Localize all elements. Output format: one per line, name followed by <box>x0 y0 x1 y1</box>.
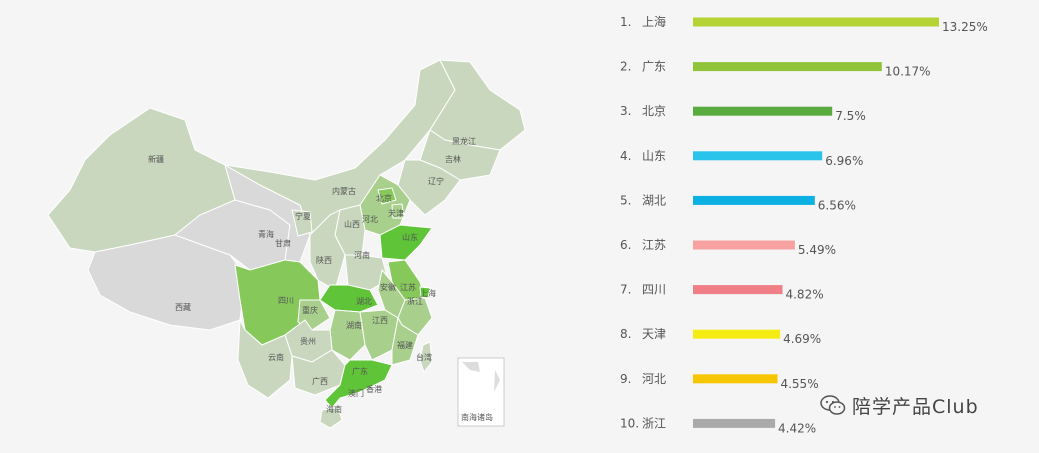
region-guangdong <box>324 359 393 409</box>
category-label: 山东 <box>642 149 666 163</box>
rank-label: 3. <box>620 104 631 118</box>
label-yunnan: 云南 <box>268 352 284 362</box>
value-label: 4.42% <box>778 421 816 435</box>
value-label: 4.69% <box>783 332 821 346</box>
rank-label: 4. <box>620 149 631 163</box>
south-china-sea-inset <box>457 357 505 427</box>
value-label: 10.17% <box>885 65 931 79</box>
region-yunnan <box>237 318 293 399</box>
category-label: 四川 <box>642 283 666 297</box>
china-map: 南海诸岛 新疆 西藏 青海 甘肃 宁夏 内蒙古 黑龙江 吉林 辽宁 北京 天津 … <box>47 59 526 429</box>
value-label: 5.49% <box>798 243 836 257</box>
label-hebei: 河北 <box>362 214 378 224</box>
value-label: 4.82% <box>785 288 823 302</box>
bar <box>693 374 778 384</box>
label-hubei: 湖北 <box>356 297 372 306</box>
rank-label: 5. <box>620 193 631 207</box>
label-heilongjiang: 黑龙江 <box>452 136 476 146</box>
region-hunan <box>329 309 366 361</box>
category-label: 天津 <box>642 327 666 341</box>
region-hebei <box>359 174 411 236</box>
label-gansu: 甘肃 <box>275 238 291 248</box>
province-labels: 新疆 西藏 青海 甘肃 宁夏 内蒙古 黑龙江 吉林 辽宁 北京 天津 河北 山西… <box>148 136 476 414</box>
label-fujian: 福建 <box>397 340 413 350</box>
category-label: 湖北 <box>642 192 666 207</box>
category-label: 浙江 <box>642 416 666 430</box>
value-label: 7.5% <box>835 109 866 123</box>
category-label: 上海 <box>642 14 666 29</box>
label-shandong: 山东 <box>402 232 418 242</box>
label-hunan: 湖南 <box>346 320 362 330</box>
region-shanghai <box>419 286 431 299</box>
label-qinghai: 青海 <box>258 229 274 239</box>
rank-label: 1. <box>620 15 631 29</box>
label-anhui: 安徽 <box>380 282 396 292</box>
bar <box>693 418 776 428</box>
label-zhejiang: 浙江 <box>407 296 423 306</box>
watermark-text: 陪学产品Club <box>852 396 979 418</box>
rank-label: 10. <box>620 416 639 430</box>
label-taiwan: 台湾 <box>416 352 432 362</box>
label-jiangxi: 江西 <box>372 316 388 325</box>
bar <box>693 62 882 72</box>
category-label: 北京 <box>642 104 666 118</box>
label-henan: 河南 <box>354 250 370 260</box>
label-shaanxi: 陕西 <box>316 255 332 265</box>
category-label: 广东 <box>642 60 666 74</box>
value-label: 4.55% <box>780 377 818 391</box>
label-jilin: 吉林 <box>445 154 461 164</box>
watermark: 陪学产品Club <box>820 392 979 419</box>
label-ningxia: 宁夏 <box>295 211 311 221</box>
bar <box>693 285 783 295</box>
label-guangdong: 广东 <box>352 366 368 376</box>
wechat-icon <box>820 395 846 415</box>
label-shanghai: 上海 <box>420 288 436 298</box>
label-tibet: 西藏 <box>175 302 191 312</box>
region-tibet <box>87 234 246 331</box>
region-taiwan <box>419 341 433 374</box>
region-hubei <box>319 284 379 313</box>
label-beijing: 北京 <box>376 193 392 203</box>
region-ningxia <box>291 209 313 237</box>
rank-label: 9. <box>620 372 631 386</box>
category-label: 河北 <box>642 372 666 386</box>
bar <box>693 329 781 339</box>
bar <box>693 151 823 161</box>
region-fujian <box>391 316 419 366</box>
value-label: 6.96% <box>825 154 863 168</box>
label-guizhou: 贵州 <box>300 336 316 346</box>
label-hongkong: 香港 <box>366 384 382 394</box>
label-hainan: 海南 <box>326 404 342 414</box>
bar-chart: 1. 上海 13.25% 2. 广东 10.17% 3. 北京 7.5% 4. 山东 6.96% 5. 湖… <box>620 14 988 435</box>
region-hainan <box>319 407 343 429</box>
value-label: 13.25% <box>942 20 988 34</box>
inset-label: 南海诸岛 <box>461 412 493 422</box>
region-tianjin <box>391 203 405 219</box>
category-label: 江苏 <box>642 238 666 252</box>
label-sichuan: 四川 <box>278 296 294 305</box>
label-liaoning: 辽宁 <box>428 176 444 186</box>
label-chongqing: 重庆 <box>302 305 318 315</box>
rank-label: 7. <box>620 283 631 297</box>
inset-coast <box>462 362 500 392</box>
value-label: 6.56% <box>818 198 856 212</box>
label-shanxi: 山西 <box>344 219 360 229</box>
rank-label: 2. <box>620 60 631 74</box>
label-xinjiang: 新疆 <box>148 154 164 164</box>
label-macau: 澳门 <box>348 388 364 398</box>
bar <box>693 106 833 116</box>
region-beijing <box>377 187 397 205</box>
rank-label: 8. <box>620 327 631 341</box>
label-guangxi: 广西 <box>312 376 328 386</box>
bar <box>693 240 795 250</box>
label-tianjin: 天津 <box>388 208 404 218</box>
bar <box>693 17 939 27</box>
label-jiangsu: 江苏 <box>400 282 416 292</box>
rank-label: 6. <box>620 238 631 252</box>
label-neimenggu: 内蒙古 <box>332 186 356 196</box>
bar <box>693 195 815 205</box>
